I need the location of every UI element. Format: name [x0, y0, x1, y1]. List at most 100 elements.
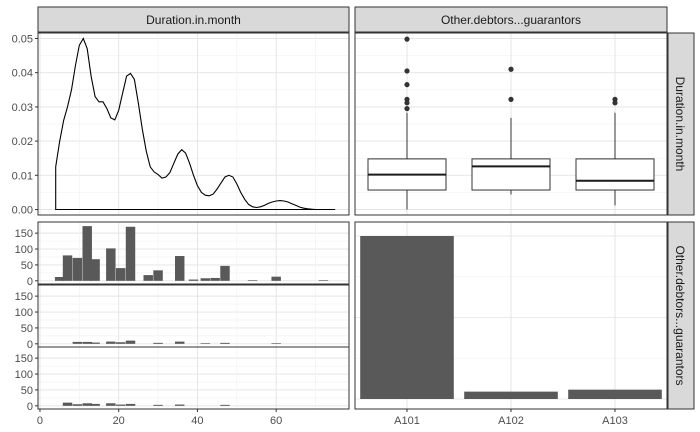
strip-top-col1: Duration.in.month — [37, 6, 350, 33]
histogram-bar — [153, 404, 163, 406]
density-y-tick-label: 0.05 — [12, 33, 33, 45]
boxplot-outlier — [404, 96, 410, 102]
histogram-bar — [90, 342, 100, 344]
strip-top-col2: Other.debtors...guarantors — [354, 6, 668, 33]
histogram-bar — [318, 280, 329, 281]
histogram-bar — [174, 404, 185, 406]
histogram-bar — [90, 259, 100, 281]
x-tick-label: 20 — [113, 415, 125, 427]
histogram-panel-a101 — [37, 221, 350, 285]
boxplot-outlier — [404, 82, 410, 88]
strip-label-duration: Duration.in.month — [146, 13, 241, 27]
histogram-bar — [153, 270, 163, 281]
boxplot-panel — [354, 32, 668, 216]
x-tick-label: 0 — [37, 415, 43, 427]
boxplot-a103 — [575, 96, 655, 206]
histogram-bar — [125, 340, 136, 344]
strip-label-row-other-debtors: Other.debtors...guarantors — [673, 245, 687, 385]
histogram-y-tick-label: 150 — [15, 228, 33, 240]
histogram-bar — [220, 404, 230, 406]
density-y-tick-label: 0.04 — [12, 68, 33, 80]
density-y-tick-label: 0.00 — [12, 205, 33, 217]
histogram-y-tick-label: 50 — [21, 385, 33, 397]
histogram-y-tick-label: 0 — [27, 339, 33, 351]
density-line — [55, 37, 336, 211]
density-y-tick-label: 0.03 — [12, 102, 33, 114]
strip-label-row-duration: Duration.in.month — [673, 77, 687, 172]
histogram-panel-a102 — [37, 284, 350, 348]
histogram-bar — [220, 342, 230, 344]
boxplot-box — [471, 158, 551, 191]
bar-a102 — [464, 391, 558, 399]
bar-panel — [354, 221, 668, 410]
boxplot-outlier — [612, 96, 618, 102]
histogram-bar — [174, 256, 185, 281]
histogram-bar — [54, 277, 65, 281]
histogram-bar — [247, 280, 258, 281]
histogram-bar — [200, 278, 211, 281]
histogram-bar — [82, 341, 92, 344]
histogram-bar — [62, 255, 73, 281]
strip-right-row2: Other.debtors...guarantors — [667, 221, 695, 410]
x-tick-label: 60 — [270, 415, 282, 427]
histogram-y-tick-label: 0 — [27, 401, 33, 413]
boxplot-outlier — [404, 68, 410, 74]
histogram-bar — [106, 403, 116, 406]
strip-label-other-debtors: Other.debtors...guarantors — [441, 13, 581, 27]
bar-a103 — [568, 389, 662, 399]
histogram-bar — [125, 226, 136, 281]
histogram-bar — [125, 403, 136, 406]
category-x-axis: A101 A102 A103 — [394, 409, 628, 427]
histogram-y-tick-label: 100 — [15, 369, 33, 381]
histogram-bar — [115, 404, 126, 406]
histogram-bar — [115, 342, 126, 344]
boxplot-box — [575, 158, 655, 191]
histogram-y-tick-label: 50 — [21, 323, 33, 335]
bar-a101 — [360, 236, 454, 399]
histogram-bar — [72, 341, 83, 344]
x-tick-label: 40 — [191, 415, 203, 427]
density-y-tick-label: 0.02 — [12, 136, 33, 148]
category-tick-label: A101 — [394, 415, 420, 427]
histogram-bar — [72, 257, 83, 281]
histogram-bar — [82, 403, 92, 406]
boxplot-outlier — [404, 106, 410, 112]
histogram-bar — [82, 226, 92, 281]
boxplot-a102 — [471, 66, 551, 195]
boxplot-outlier — [508, 96, 514, 102]
histogram-y-tick-label: 100 — [15, 244, 33, 256]
histogram-panel-a103 — [37, 346, 350, 410]
histogram-bar — [62, 402, 73, 406]
histogram-bar — [271, 276, 281, 281]
density-y-tick-label: 0.01 — [12, 170, 33, 182]
histogram-bar — [174, 341, 185, 344]
density-y-axis: 0.00 0.01 0.02 0.03 0.04 0.05 — [12, 33, 38, 217]
histogram-y-tick-label: 150 — [15, 353, 33, 365]
histogram-bar — [143, 275, 153, 281]
boxplot-a101 — [367, 36, 447, 210]
histogram-bar — [72, 404, 83, 406]
histogram-bar — [115, 268, 126, 281]
histogram-bar — [90, 403, 100, 406]
histogram-bar — [271, 343, 281, 344]
histogram-bar — [200, 343, 211, 344]
histogram-y-axes: 0 50 100 150 0 50 100 150 0 50 100 150 — [15, 228, 38, 413]
histogram-bar — [188, 279, 199, 281]
histogram-bar — [153, 342, 163, 344]
histogram-bar — [210, 277, 220, 281]
category-tick-label: A102 — [498, 415, 524, 427]
histogram-y-tick-label: 150 — [15, 291, 33, 303]
boxplot-outlier — [404, 36, 410, 42]
density-panel — [37, 32, 350, 216]
strip-right-row1: Duration.in.month — [667, 32, 695, 216]
histogram-bar — [220, 265, 230, 281]
histogram-bar — [106, 248, 116, 281]
histogram-y-tick-label: 0 — [27, 276, 33, 288]
boxplot-outlier — [508, 66, 514, 72]
histogram-y-tick-label: 50 — [21, 260, 33, 272]
histogram-y-tick-label: 100 — [15, 307, 33, 319]
histogram-bar — [106, 341, 116, 344]
numeric-x-axis: 0 20 40 60 — [37, 409, 282, 427]
category-tick-label: A103 — [602, 415, 628, 427]
